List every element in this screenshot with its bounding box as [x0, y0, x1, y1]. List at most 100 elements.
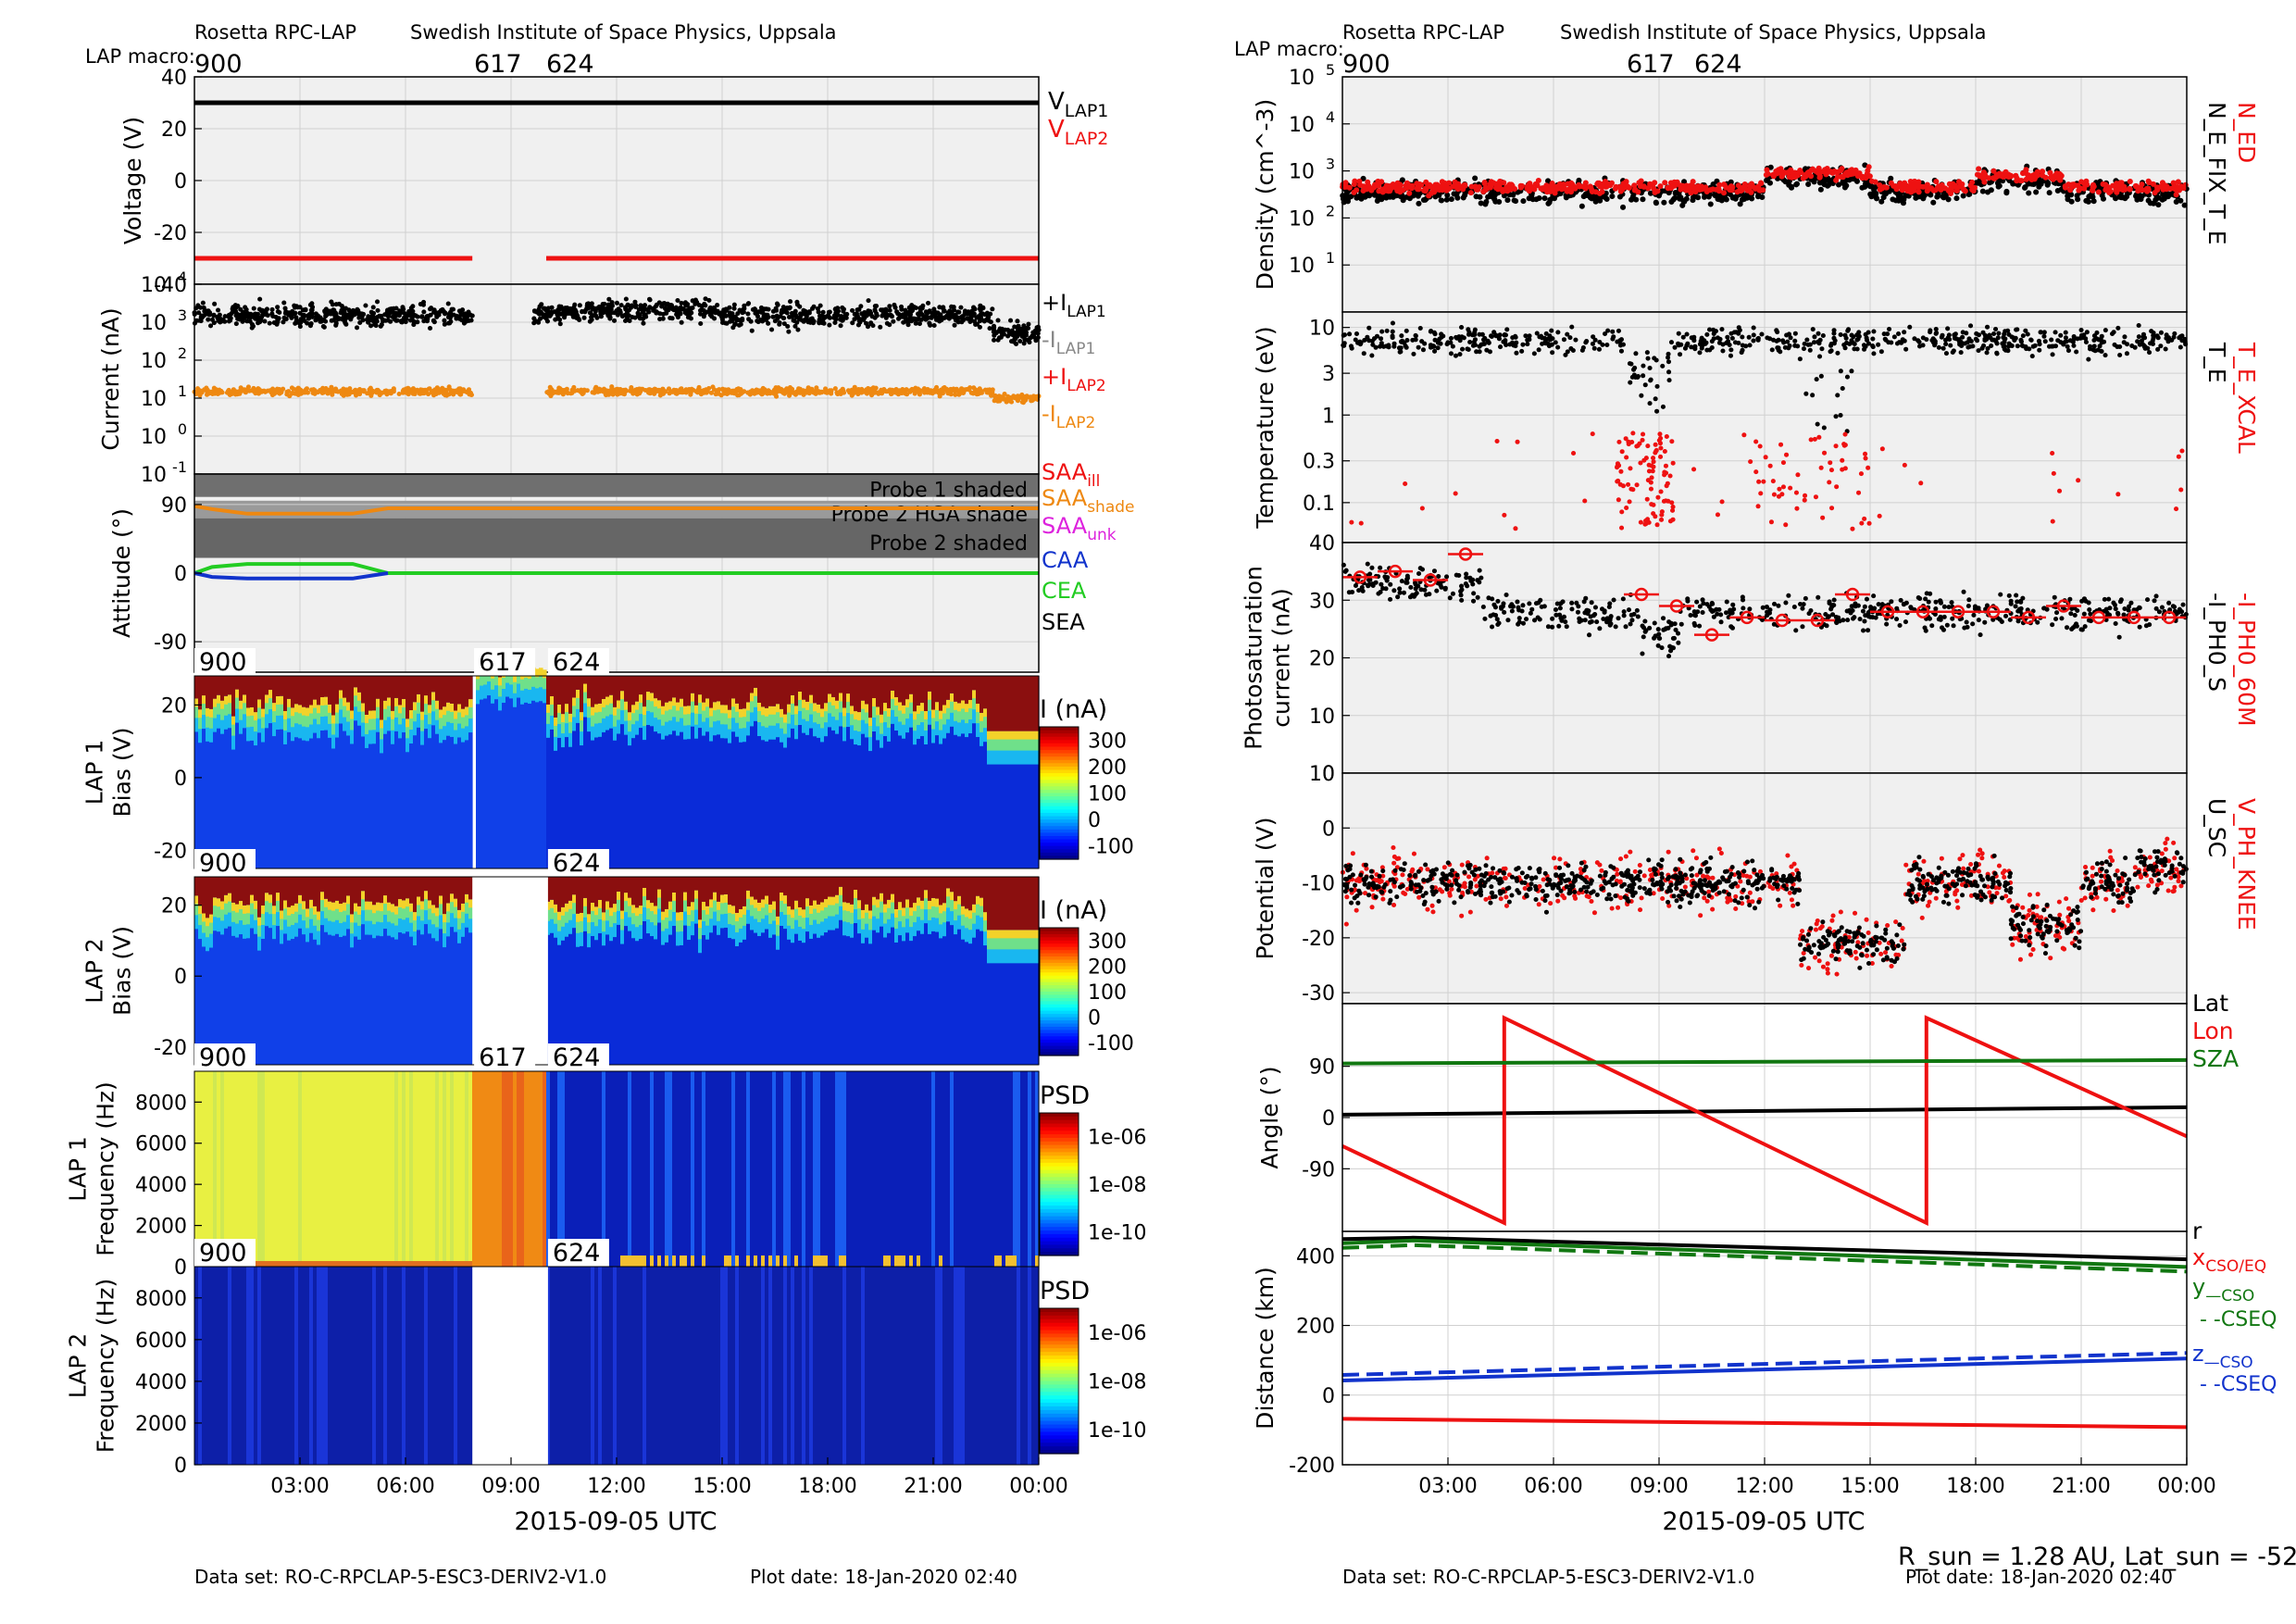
colorbar-border	[1039, 1307, 1079, 1455]
heatmap-cell	[605, 908, 610, 921]
heatmap-cell	[994, 948, 999, 964]
heatmap-cell	[620, 676, 625, 692]
heatmap-column	[991, 1071, 995, 1267]
heatmap-cell	[787, 906, 792, 915]
heatmap-cell	[776, 676, 780, 705]
heatmap-column	[724, 877, 729, 1065]
heatmap-column	[224, 1267, 229, 1465]
heatmap-column	[443, 676, 447, 868]
heatmap-cell	[739, 927, 743, 943]
heatmap-cell	[928, 698, 932, 711]
heatmap-cell	[894, 927, 899, 943]
heatmap-cell	[802, 699, 806, 708]
heatmap-cell	[902, 915, 906, 928]
heatmap-cell	[613, 911, 618, 924]
heatmap-cell	[443, 877, 447, 915]
heatmap-cell	[272, 676, 277, 704]
colorbar-cell	[1040, 1377, 1079, 1382]
heatmap-cell	[317, 911, 321, 920]
heatmap-cell	[1009, 749, 1014, 765]
heatmap-cell	[798, 692, 803, 701]
heatmap-cell	[361, 1261, 366, 1267]
heatmap-cell	[465, 1261, 469, 1267]
colorbar-cell	[1040, 1388, 1079, 1393]
heatmap-column	[946, 877, 951, 1065]
heatmap-cell	[291, 1261, 295, 1267]
heatmap-column	[587, 1071, 592, 1267]
heatmap-cell	[417, 701, 421, 714]
heatmap-cell	[802, 928, 806, 943]
heatmap-cell	[724, 712, 729, 725]
heatmap-column	[628, 1267, 632, 1465]
heatmap-column	[209, 1071, 214, 1267]
heatmap-cell	[931, 728, 936, 743]
heatmap-column	[220, 676, 225, 868]
heatmap-cell	[365, 714, 369, 723]
heatmap-column	[742, 877, 747, 1065]
heatmap-cell	[509, 683, 514, 699]
heatmap-cell	[354, 676, 358, 688]
photosaturation-y-label: Photosaturationcurrent (nA)	[1241, 566, 1295, 750]
heatmap-cell	[265, 911, 269, 927]
heatmap-cell	[961, 700, 966, 709]
colorbar-cell	[1040, 1428, 1079, 1433]
heatmap-column	[206, 676, 210, 868]
heatmap-cell	[665, 1255, 669, 1267]
heatmap-column	[835, 1267, 840, 1465]
heatmap-column	[828, 877, 832, 1065]
heatmap-column	[335, 676, 340, 868]
heatmap-cell	[980, 676, 984, 713]
heatmap-cell	[554, 911, 558, 924]
heatmap-column	[509, 1071, 514, 1267]
heatmap-column	[235, 1071, 240, 1267]
heatmap-cell	[194, 877, 199, 896]
heatmap-column	[998, 877, 1003, 1065]
heatmap-cell	[842, 1255, 847, 1267]
heatmap-column	[887, 877, 892, 1065]
heatmap-column	[805, 676, 810, 868]
heatmap-cell	[283, 710, 288, 719]
heatmap-cell	[872, 896, 877, 906]
heatmap-column	[680, 676, 684, 868]
heatmap-cell	[724, 705, 729, 714]
heatmap-column	[243, 1267, 247, 1465]
heatmap-cell	[539, 668, 543, 677]
heatmap-cell	[220, 700, 225, 709]
colorbar-cell	[1040, 1227, 1079, 1231]
heatmap-cell	[905, 718, 910, 733]
heatmap-cell	[954, 908, 958, 921]
heatmap-column	[306, 877, 310, 1065]
heatmap-cell	[742, 913, 747, 926]
heatmap-column	[868, 877, 873, 1065]
heatmap-cell	[850, 904, 855, 913]
heatmap-cell	[339, 708, 343, 724]
heatmap-cell	[339, 697, 343, 710]
heatmap-column	[376, 1267, 381, 1465]
colorbar-cell	[1040, 994, 1079, 999]
heatmap-cell	[976, 676, 980, 705]
heatmap-cell	[613, 922, 618, 938]
heatmap-column	[198, 1071, 203, 1267]
heatmap-column	[450, 877, 455, 1065]
heatmap-cell	[409, 921, 414, 937]
heatmap-column	[991, 676, 995, 868]
heatmap-column	[657, 676, 662, 868]
heatmap-cell	[676, 702, 680, 711]
heatmap-column	[446, 1071, 451, 1267]
heatmap-column	[643, 1267, 647, 1465]
heatmap-cell	[291, 726, 295, 742]
heatmap-column	[505, 676, 510, 868]
heatmap-cell	[254, 1261, 258, 1267]
heatmap-cell	[809, 676, 814, 695]
heatmap-cell	[561, 906, 566, 916]
heatmap-column	[980, 877, 984, 1065]
colorbar-cell	[1040, 1237, 1079, 1243]
heatmap-cell	[546, 676, 551, 705]
heatmap-cell	[776, 1255, 780, 1267]
heatmap-cell	[617, 676, 621, 701]
heatmap-cell	[331, 1261, 336, 1267]
colorbar-cell	[1040, 1230, 1079, 1235]
heatmap-cell	[983, 931, 988, 946]
heatmap-cell	[817, 922, 821, 938]
heatmap-cell	[250, 706, 255, 716]
